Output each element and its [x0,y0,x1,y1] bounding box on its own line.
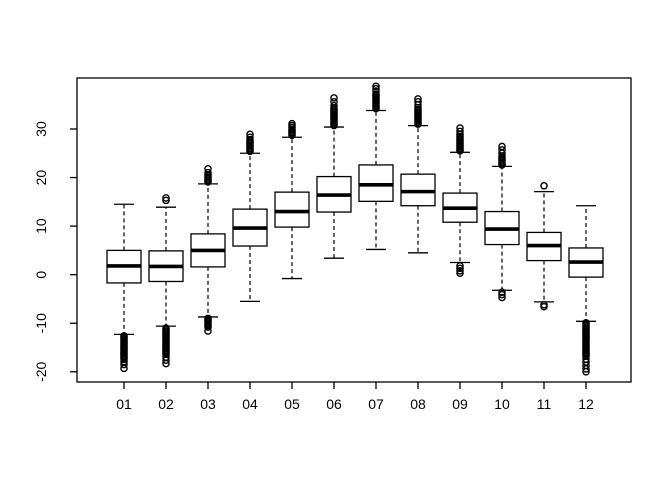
x-axis: 01 02 03 04 05 06 07 08 09 10 11 12 [116,382,594,412]
x-tick-label: 10 [494,396,510,412]
x-tick-label: 09 [452,396,468,412]
outlier-point [498,293,506,302]
box-month-02 [148,194,184,368]
box-month-07 [358,82,394,251]
outlier-point [204,168,212,177]
outlier-point [540,302,548,311]
outlier-point [330,94,338,102]
outlier-point [120,355,128,363]
box-month-06 [316,94,352,259]
x-tick-label: 12 [578,396,594,412]
x-tick-label: 02 [158,396,174,412]
box-month-12 [568,205,604,376]
plot-border [76,77,632,383]
outlier-point [246,133,254,142]
x-tick-label: 07 [368,396,384,412]
outlier-point [204,165,212,173]
outlier-point [456,264,464,273]
outlier-point [582,368,590,376]
x-tick-label: 04 [242,396,258,412]
outlier-point [372,90,380,98]
y-tick-label: -10 [33,313,49,333]
x-tick-label: 01 [116,396,132,412]
outlier-point [498,146,506,154]
x-tick-label: 08 [410,396,426,412]
y-tick-label: 10 [33,218,49,234]
outlier-point [414,95,422,103]
outlier-point [498,288,506,296]
outlier-point [162,196,170,205]
x-tick-label: 03 [200,396,216,412]
outlier-point [582,365,590,373]
outlier-point [330,101,338,110]
outlier-point [162,194,170,202]
box-month-09 [442,124,478,278]
outlier-point [120,364,128,373]
outlier-point [414,97,422,106]
outlier-point [456,127,464,136]
outlier-point [162,356,170,364]
outlier-point [246,130,254,139]
x-tick-label: 11 [537,396,552,412]
outlier-point [456,124,464,132]
box-month-01 [106,203,142,373]
outlier-point [498,142,506,151]
box-month-11 [526,182,562,311]
box-month-10 [484,142,520,302]
box-month-03 [190,165,226,335]
outlier-point [540,182,548,190]
x-tick-label: 05 [284,396,300,412]
outlier-point [120,360,128,369]
outlier-point [246,135,254,144]
y-axis: -20 -10 0 10 20 30 [33,121,77,382]
outlier-point [456,269,464,278]
box-month-04 [232,130,268,303]
y-tick-label: 0 [33,271,49,279]
outlier-point [498,290,506,299]
outlier-point [162,359,170,368]
iqr-box [274,191,310,228]
outlier-point [330,97,338,106]
y-tick-label: 20 [33,170,49,186]
outlier-point [204,327,212,335]
outlier-point [372,87,380,95]
y-tick-label: 30 [33,121,49,137]
outlier-point [456,266,464,275]
outlier-point [288,119,296,128]
outlier-point [372,84,380,93]
outlier-point [456,262,464,270]
box-month-05 [274,119,310,280]
outlier-point [372,82,380,91]
box-month-08 [400,95,436,254]
x-tick-label: 06 [326,396,342,412]
outlier-point [204,323,212,331]
y-tick-label: -20 [33,361,49,381]
